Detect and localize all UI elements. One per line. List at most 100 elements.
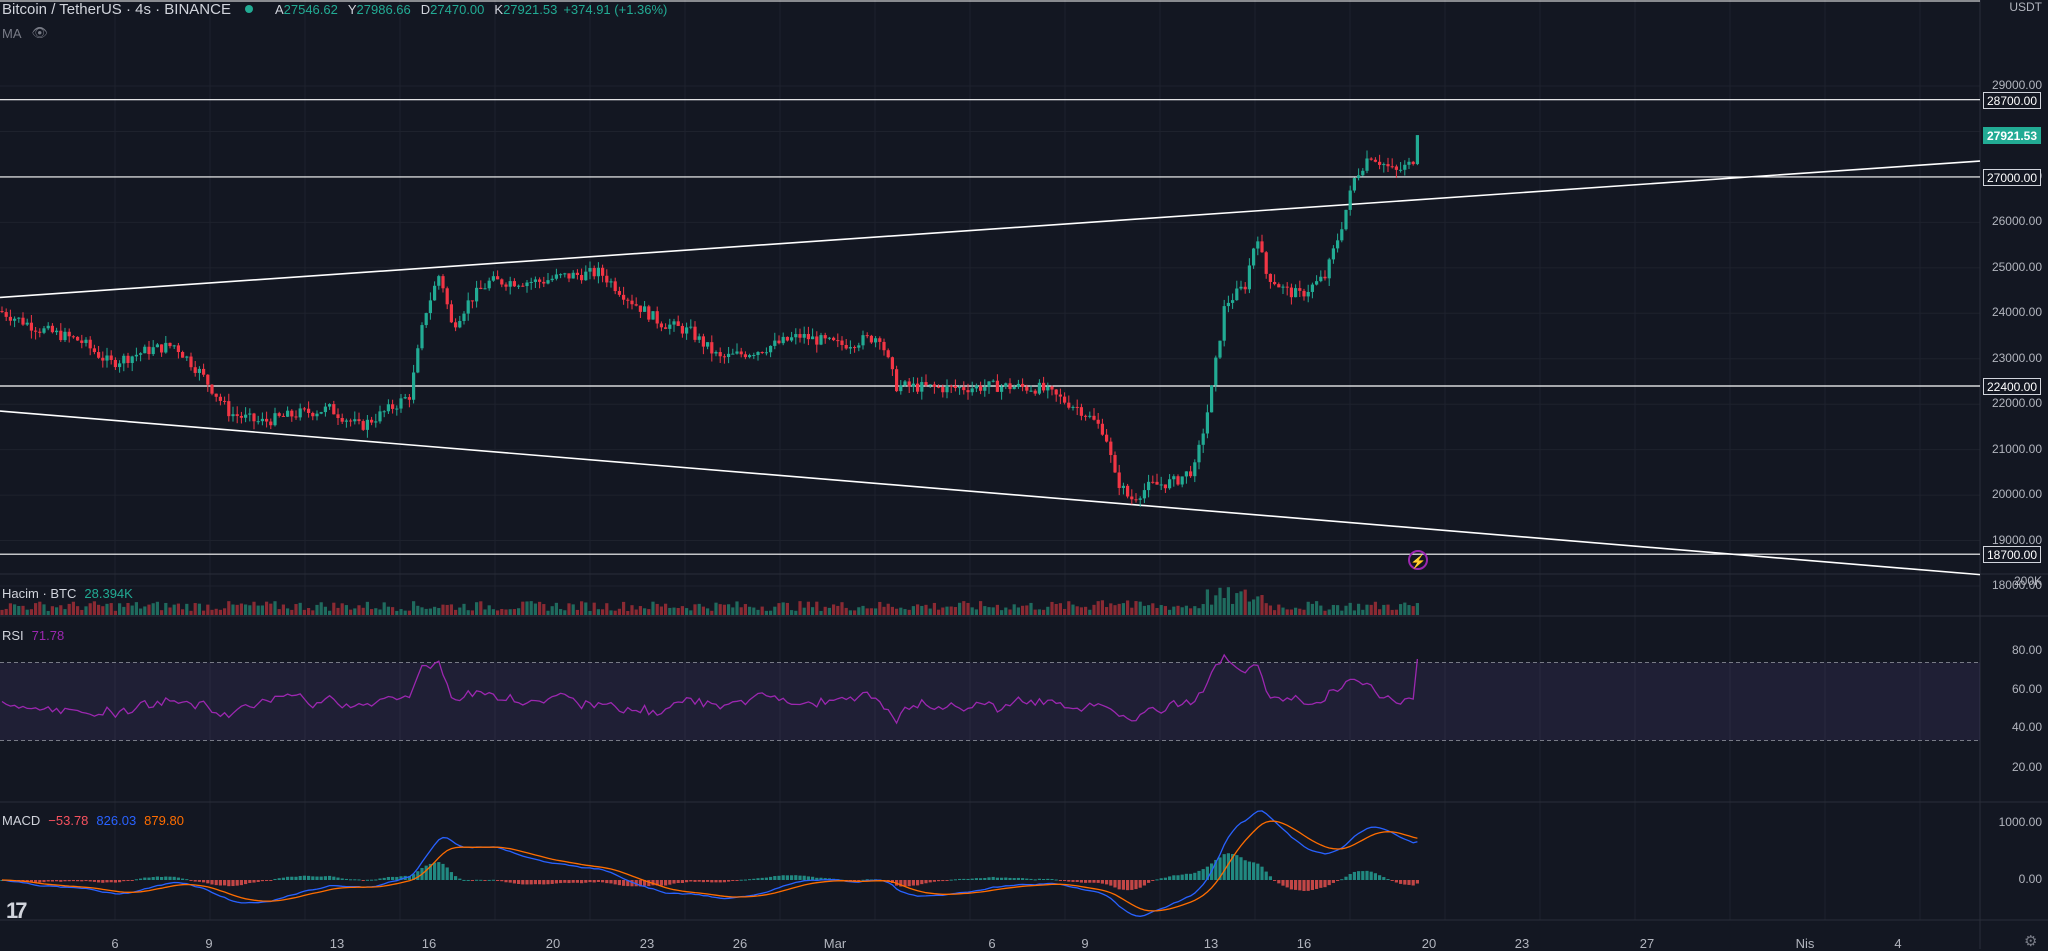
volume-bar <box>1138 601 1142 615</box>
macd-hist-bar <box>567 880 571 884</box>
candle-body <box>1117 472 1121 488</box>
rsi-axis-80: 80.00 <box>2011 643 2042 657</box>
volume-bar <box>1016 607 1020 615</box>
volume-bar <box>1096 601 1100 615</box>
volume-bar <box>1264 603 1268 615</box>
macd-hist-bar <box>1294 880 1298 890</box>
macd-hist-bar <box>953 879 957 881</box>
volume-bar <box>189 610 193 615</box>
volume-bar <box>1121 603 1125 615</box>
macd-hist-bar <box>1016 877 1020 880</box>
candle-body <box>1281 286 1285 288</box>
macd-hist-bar <box>781 875 785 880</box>
macd-hist-bar <box>29 880 33 883</box>
candle-body <box>932 384 936 387</box>
candle-body <box>378 411 382 422</box>
candle-body <box>34 330 38 332</box>
candle-body <box>609 281 613 283</box>
volume-bar <box>886 603 890 615</box>
volume-bar <box>42 604 46 615</box>
candle-body <box>563 273 567 275</box>
volume-bar <box>424 608 428 615</box>
volume-bar <box>504 609 508 615</box>
macd-hist-bar <box>504 880 508 883</box>
macd-hist-bar <box>113 880 117 883</box>
volume-bar <box>580 601 584 615</box>
volume-bar <box>1033 609 1037 615</box>
candle-body <box>895 369 899 392</box>
macd-hist-bar <box>1193 872 1197 880</box>
volume-bar <box>1273 610 1277 615</box>
macd-legend[interactable]: MACD −53.78 826.03 879.80 <box>2 813 184 828</box>
candle-body <box>605 275 609 283</box>
macd-hist-bar <box>689 880 693 882</box>
candle-body <box>823 335 827 339</box>
volume-bar <box>1159 605 1163 615</box>
candle-body <box>223 400 227 402</box>
rsi-band <box>0 662 1980 741</box>
candle-body <box>794 334 798 338</box>
volume-bar <box>1407 605 1411 615</box>
candle-body <box>38 331 42 333</box>
eye-hidden-icon[interactable]: 👁 <box>31 25 49 40</box>
candle-body <box>1264 252 1268 274</box>
macd-hist-bar <box>1344 876 1348 880</box>
macd-hist-bar <box>1151 880 1155 881</box>
volume-bar <box>701 606 705 615</box>
macd-hist-bar <box>1298 880 1302 891</box>
macd-hist-bar <box>1252 862 1256 880</box>
symbol-header[interactable]: Bitcoin / TetherUS · 4s · BINANCE A 27546… <box>0 0 667 18</box>
candle-body <box>752 354 756 356</box>
macd-hist-bar <box>1071 880 1075 882</box>
volume-bar <box>307 607 311 615</box>
macd-hist-bar <box>676 880 680 883</box>
candle-body <box>206 374 210 385</box>
candle-body <box>328 404 332 407</box>
gear-icon[interactable]: ⚙ <box>2024 933 2038 950</box>
macd-hist-bar <box>857 880 861 881</box>
volume-bar <box>139 608 143 615</box>
volume-bar <box>378 609 382 615</box>
rsi-legend[interactable]: RSI 71.78 <box>2 628 64 643</box>
time-axis-label: 6 <box>988 936 996 951</box>
candle-body <box>315 413 319 417</box>
volume-legend[interactable]: Hacim · BTC 28.394K <box>2 586 133 601</box>
macd-hist-bar <box>756 878 760 880</box>
tradingview-logo[interactable]: 17 <box>6 898 28 923</box>
candle-body <box>1197 444 1201 463</box>
candle-body <box>613 281 617 292</box>
volume-bar <box>374 608 378 615</box>
volume-bar <box>1331 604 1335 615</box>
volume-bar <box>1109 603 1113 615</box>
candle-body <box>1415 135 1419 165</box>
macd-hist-bar <box>1247 861 1251 880</box>
macd-hist-bar <box>500 880 504 882</box>
candle-body <box>210 384 214 394</box>
candle-body <box>50 325 54 333</box>
macd-line <box>1 810 1418 917</box>
volume-bar <box>844 607 848 615</box>
candle-body <box>155 344 159 348</box>
ma-indicator-legend[interactable]: MA 👁 <box>2 25 48 41</box>
macd-hist-bar <box>34 880 38 883</box>
trendline <box>0 160 1981 299</box>
macd-hist-bar <box>298 876 302 880</box>
candle-body <box>109 355 113 360</box>
macd-hist-bar <box>1000 877 1004 880</box>
macd-hist-bar <box>1029 878 1033 880</box>
time-axis-label: 9 <box>1081 936 1089 951</box>
macd-hist-bar <box>546 880 550 885</box>
candle-body <box>151 347 155 355</box>
macd-hist-bar <box>1205 866 1209 880</box>
currency-label[interactable]: USDT <box>2009 0 2042 14</box>
volume-bar <box>840 602 844 615</box>
symbol-title[interactable]: Bitcoin / TetherUS · 4s · BINANCE <box>2 0 231 18</box>
candle-body <box>1382 164 1386 166</box>
lightning-icon[interactable]: ⚡ <box>1408 550 1428 570</box>
volume-bar <box>1323 610 1327 615</box>
candle-body <box>1289 287 1293 298</box>
macd-hist-bar <box>596 880 600 882</box>
candle-body <box>1294 288 1298 298</box>
candle-body <box>907 381 911 387</box>
